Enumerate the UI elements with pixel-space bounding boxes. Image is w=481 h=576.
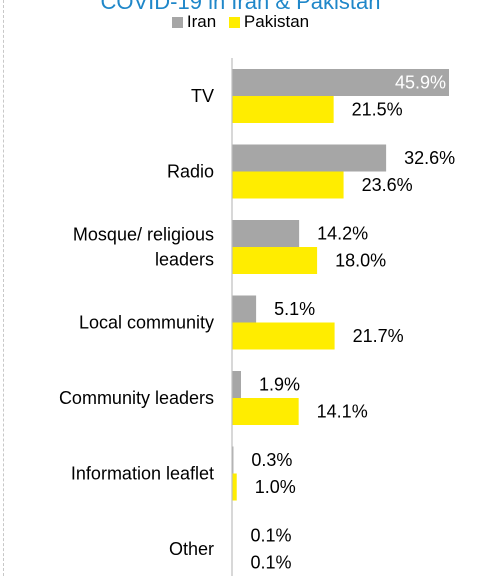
bar-iran	[232, 69, 449, 96]
legend-label-pakistan: Pakistan	[243, 12, 310, 31]
data-label-iran: 32.6%	[404, 148, 455, 168]
data-label-pakistan: 21.7%	[353, 326, 404, 346]
bar-pakistan	[232, 322, 335, 350]
data-label-pakistan: 14.1%	[317, 402, 368, 422]
data-label-iran: 14.2%	[317, 224, 368, 244]
bar-iran	[232, 144, 387, 172]
data-label-iran: 45.9%	[395, 73, 446, 93]
data-label-iran: 0.3%	[251, 450, 292, 470]
data-label-pakistan: 21.5%	[352, 100, 403, 120]
category-label: leaders	[155, 250, 214, 270]
legend-label-iran: Iran	[186, 12, 217, 31]
legend-item-pakistan: Pakistan	[228, 12, 310, 32]
data-label-pakistan: 0.1%	[250, 553, 291, 573]
bar-iran	[232, 220, 300, 247]
category-label: Information leaflet	[71, 464, 214, 484]
bar-pakistan	[232, 96, 334, 123]
bar-pakistan	[232, 171, 344, 199]
bar-pakistan	[232, 247, 318, 274]
data-label-iran: 1.9%	[259, 375, 300, 395]
bar-iran	[232, 446, 234, 474]
frame-border	[3, 0, 4, 576]
category-label: TV	[191, 86, 214, 106]
category-label: Mosque/ religious	[73, 225, 214, 245]
legend: Iran Pakistan	[0, 12, 481, 33]
legend-item-iran: Iran	[171, 12, 217, 32]
bar-iran	[232, 295, 257, 323]
chart-title: COVID-19 in Iran & Pakistan	[100, 0, 381, 14]
data-label-pakistan: 1.0%	[255, 477, 296, 497]
data-label-iran: 0.1%	[250, 526, 291, 546]
legend-swatch-iran	[171, 16, 183, 28]
data-label-pakistan: 18.0%	[335, 251, 386, 271]
data-label-iran: 5.1%	[274, 299, 315, 319]
bar-pakistan	[232, 398, 299, 425]
category-label: Community leaders	[59, 388, 214, 408]
data-label-pakistan: 23.6%	[362, 175, 413, 195]
category-label: Other	[169, 539, 214, 559]
bar-pakistan	[232, 473, 237, 501]
bar-iran	[232, 371, 241, 398]
category-label: Local community	[79, 313, 214, 333]
category-label: Radio	[167, 162, 214, 182]
legend-swatch-pakistan	[228, 16, 240, 28]
